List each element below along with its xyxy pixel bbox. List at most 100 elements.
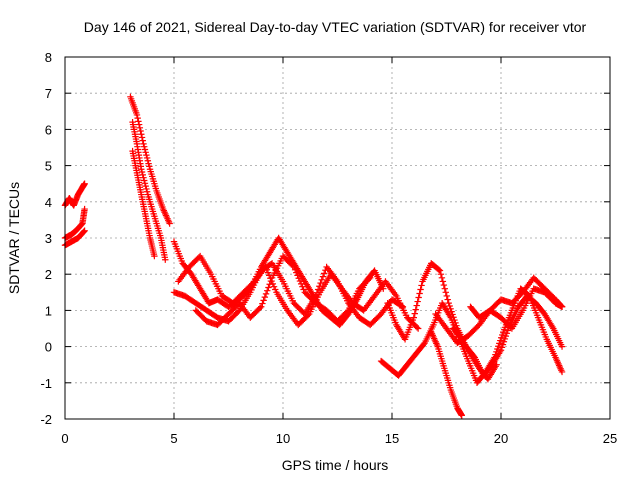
data-point [317,279,324,287]
data-point [501,335,509,343]
data-point [446,302,453,310]
data-point [294,272,301,279]
data-point [141,180,149,187]
series-arc-a [61,180,88,209]
x-tick-label: 20 [494,431,508,446]
data-point [343,308,351,315]
data-point [265,284,272,291]
data-point [162,256,169,263]
data-point [144,157,152,164]
data-point [260,297,267,304]
data-point [439,278,447,285]
series-arc-i [175,252,422,332]
data-point [414,325,422,332]
data-point [141,177,148,184]
grid [65,57,610,419]
data-point [140,174,147,181]
y-tick-label: 5 [45,159,52,174]
data-point [80,228,88,235]
data-point [143,154,151,162]
data-point [504,327,511,334]
data-point [493,348,500,356]
data-point [435,266,443,273]
data-point [499,341,507,348]
data-point [304,312,312,319]
data-point [443,292,450,300]
data-point [300,286,307,293]
data-point [502,332,510,340]
data-point [365,275,373,283]
data-point [133,111,141,119]
data-point [494,345,501,353]
data-point [441,285,449,292]
data-point [411,310,418,317]
data-point [263,266,270,273]
data-point [496,340,503,347]
data-point [261,293,269,301]
data-point [256,304,264,312]
data-point [410,314,417,321]
data-point [140,140,147,148]
x-tick-label: 25 [603,431,617,446]
x-axis-label: GPS time / hours [282,457,389,473]
data-point [151,252,158,260]
data-point [299,283,306,290]
data-point [267,277,275,285]
data-point [143,151,150,159]
data-point [259,300,266,307]
series-arc-b [61,205,88,242]
data-point [420,340,427,348]
data-point [491,354,498,361]
x-tick-label: 15 [385,431,399,446]
data-point [444,296,451,303]
y-tick-label: 7 [45,86,52,101]
x-tick-label: 5 [170,431,177,446]
data-point [558,368,566,376]
y-tick-label: -2 [40,412,52,427]
data-point [558,302,565,310]
data-point [143,188,151,195]
data-point [320,270,328,277]
y-tick-label: 8 [45,50,52,65]
y-tick-label: 2 [45,267,52,282]
data-point [138,131,145,138]
data-point [438,274,446,282]
series-arc-j [192,252,374,329]
data-point [146,163,153,170]
series-arc-d [127,93,173,227]
data-point [493,361,500,368]
data-point [272,286,279,293]
data-point [266,281,273,288]
data-point [367,274,374,282]
data-point [135,118,142,125]
data-point [558,303,566,310]
data-point [145,160,152,167]
data-point [492,351,499,358]
data-point [136,124,144,131]
data-point [143,185,150,193]
data-point [499,331,506,339]
data-point [503,330,511,337]
data-point [290,263,298,271]
data-point [142,149,149,156]
y-tick-label: 1 [45,303,52,318]
data-point [291,266,299,273]
data-point [141,143,148,150]
data-point [440,281,448,289]
data-point [497,347,505,354]
data-point [138,134,146,141]
y-tick-label: 4 [45,195,52,210]
data-point [142,182,149,190]
data-point [413,324,421,331]
data-point [418,282,425,289]
data-point [289,262,296,269]
data-point [296,277,304,285]
data-point [437,271,445,278]
plot-frame [64,56,611,420]
data-point [81,227,88,234]
data-point [139,137,146,144]
data-point [258,303,265,310]
series-arc-o [467,274,566,321]
data-points [61,93,566,419]
